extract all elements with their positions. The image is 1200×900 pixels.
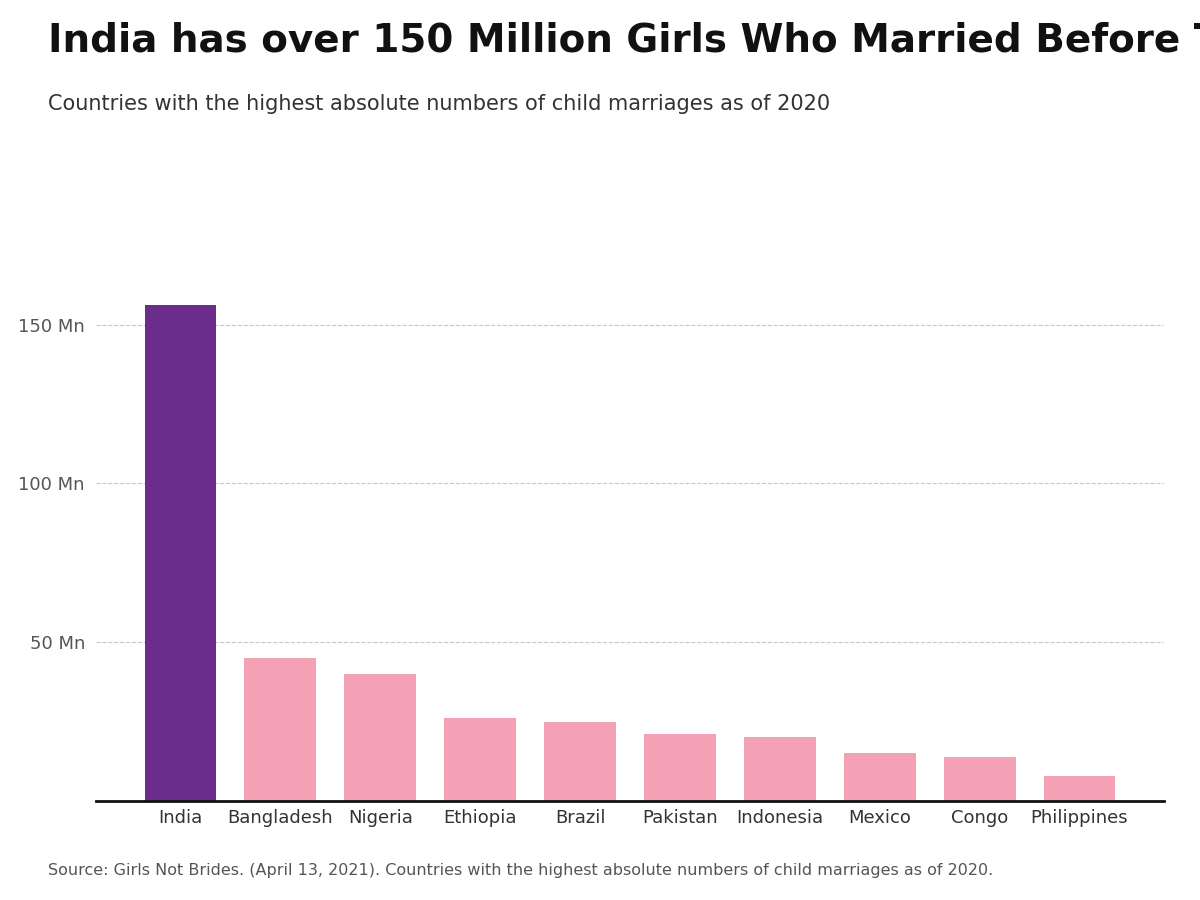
Bar (1044, 776, 1116, 801)
Bar (744, 737, 816, 801)
Text: Countries with the highest absolute numbers of child marriages as of 2020: Countries with the highest absolute numb… (48, 94, 830, 114)
Bar (943, 757, 1015, 801)
Bar (444, 718, 516, 801)
Text: India has over 150 Million Girls Who Married Before Turning 18: India has over 150 Million Girls Who Mar… (48, 22, 1200, 60)
Bar (144, 305, 216, 801)
Bar (245, 658, 317, 801)
Bar (644, 734, 716, 801)
Bar (544, 722, 616, 801)
Text: Source: Girls Not Brides. (April 13, 2021). Countries with the highest absolute : Source: Girls Not Brides. (April 13, 202… (48, 862, 994, 878)
Bar (844, 753, 916, 801)
Bar (344, 674, 416, 801)
